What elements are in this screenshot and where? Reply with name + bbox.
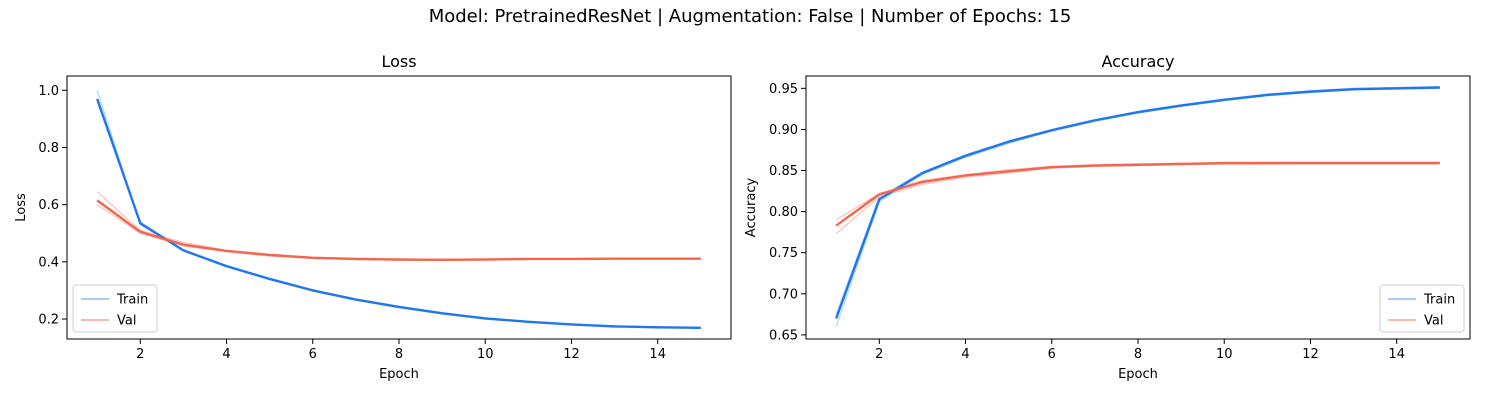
loss-xtick-label: 2 [136,347,144,362]
loss-xtick-label: 4 [222,347,230,362]
accuracy-title: Accuracy [1101,52,1174,71]
accuracy-xtick-label: 10 [1216,347,1233,362]
accuracy-train-run-line [835,87,1440,327]
accuracy-xlabel: Epoch [1118,367,1158,382]
accuracy-val-run-line [835,162,1440,235]
loss-legend-val-label: Val [117,314,136,329]
loss-xlabel: Epoch [379,367,419,382]
accuracy-ytick-label: 0.80 [769,205,798,220]
accuracy-ytick-label: 0.65 [769,328,798,343]
loss-title: Loss [381,52,416,71]
accuracy-axes-frame [805,75,1471,340]
accuracy-ytick-label: 0.85 [769,164,798,179]
loss-xtick-label: 8 [395,347,403,362]
loss-legend: Train Val [72,284,158,333]
accuracy-legend-val-label: Val [1424,314,1443,329]
accuracy-ylabel: Accuracy [744,178,759,238]
accuracy-xtick-label: 6 [1048,347,1056,362]
loss-val-series-line [96,199,701,262]
loss-ylabel: Loss [14,193,29,222]
accuracy-ytick-label: 0.70 [769,287,798,302]
loss-ytick-label: 0.2 [38,312,59,327]
accuracy-xtick-label: 14 [1388,347,1405,362]
accuracy-panel: Accuracy 2 4 6 8 10 12 14 0.65 0.70 0.75 0.80 0.85 0.… [744,52,1471,382]
accuracy-xtick-label: 2 [875,347,883,362]
accuracy-legend: Train Val [1379,284,1465,333]
loss-xtick-label: 14 [649,347,666,362]
loss-ytick-label: 1.0 [38,84,59,99]
loss-val-run-line [96,191,701,260]
accuracy-ytick-label: 0.95 [769,82,798,97]
accuracy-legend-train-label: Train [1423,293,1455,308]
loss-xtick-label: 12 [563,347,580,362]
accuracy-train-run-line [835,86,1440,315]
loss-axes-frame [66,75,732,340]
accuracy-xtick-label: 8 [1134,347,1142,362]
loss-train-series-line [96,98,701,330]
loss-xtick-label: 10 [477,347,494,362]
loss-xtick-label: 6 [309,347,317,362]
loss-ytick-label: 0.8 [38,141,59,156]
figure-title: Model: PretrainedResNet | Augmentation: … [428,6,1072,27]
loss-ytick-label: 0.6 [38,198,59,213]
loss-ytick-label: 0.4 [38,255,59,270]
loss-panel: Loss 2 4 6 8 10 12 14 0.2 0.4 0.6 0.8 1.0 Epoch Loss Tr… [14,52,732,382]
accuracy-xtick-label: 12 [1302,347,1319,362]
loss-train-run-line [96,101,701,329]
loss-train-run-line [96,90,701,329]
accuracy-ytick-label: 0.75 [769,246,798,261]
accuracy-train-series-line [835,86,1440,319]
accuracy-ytick-label: 0.90 [769,123,798,138]
loss-legend-train-label: Train [116,293,148,308]
accuracy-val-series-line [835,161,1440,227]
accuracy-xtick-label: 4 [961,347,969,362]
